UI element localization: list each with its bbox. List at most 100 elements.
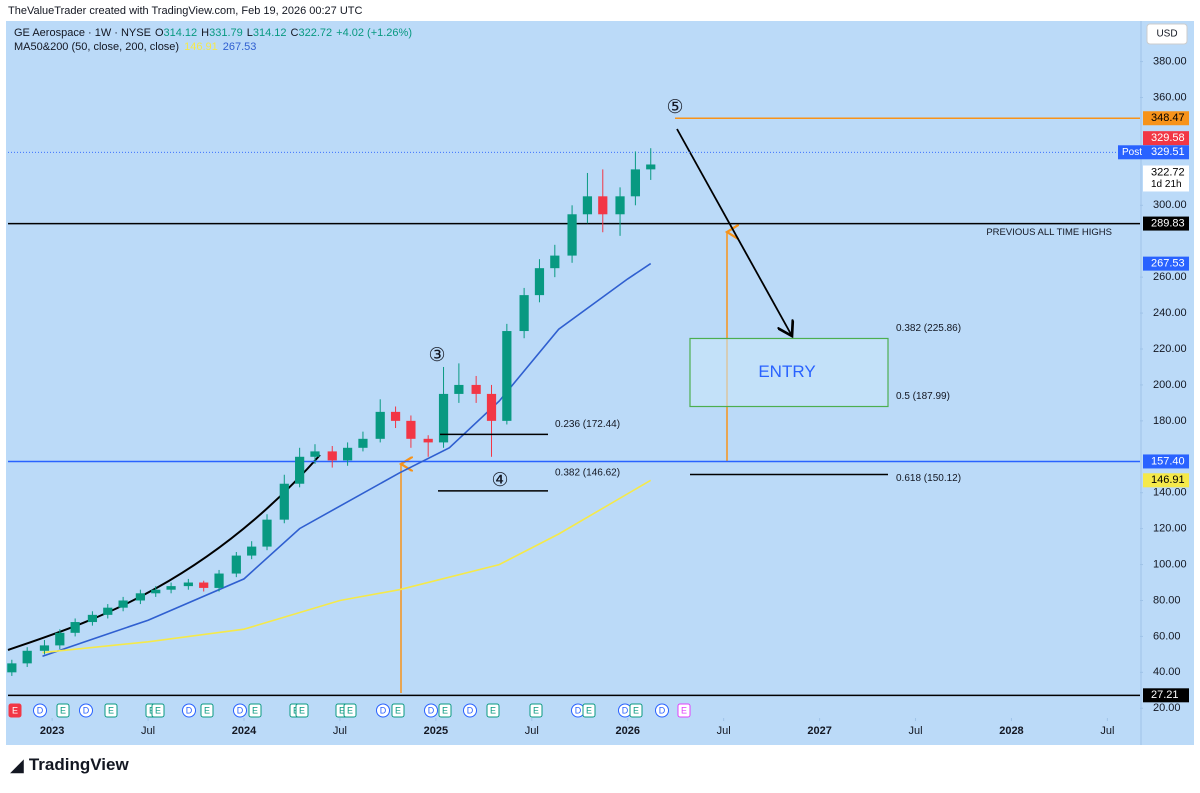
candle-body [646,164,656,170]
entry-label: ENTRY [758,362,815,381]
fib-label: 0.5 (187.99) [896,391,950,402]
price-badge-label: 27.21 [1151,689,1179,701]
candle-body [615,196,625,215]
x-tick-label: Jul [908,725,922,737]
event-label: E [347,705,353,715]
price-badge-label: 267.53 [1151,258,1185,270]
event-label: E [681,705,687,715]
event-marker [248,703,262,718]
event-label: D [37,705,44,715]
candle-body [231,555,241,574]
price-badge [1143,473,1189,488]
event-label: D [380,705,387,715]
event-label: D [622,705,629,715]
event-label: E [12,705,18,715]
event-label: E [395,705,401,715]
x-tick-label: Jul [717,725,731,737]
price-badge-label: 322.72 [1151,166,1185,178]
event-marker [79,703,93,718]
candle-body [87,614,98,623]
y-tick-label: 60.00 [1153,630,1181,642]
candle-body [118,600,128,608]
candle-body [582,196,593,215]
y-tick-label: 360.00 [1153,91,1187,103]
price-badge-label: 329.58 [1151,132,1185,144]
candle-body [406,420,416,439]
ohlc-value: 331.79 [209,27,243,39]
event-label: E [586,705,592,715]
fib-label: 0.382 (225.86) [896,323,961,334]
fib-label: 0.236 (172.44) [555,419,620,430]
ohlc-value: 314.12 [253,27,287,39]
x-tick-label: 2024 [232,725,257,737]
event-label: D [237,705,244,715]
event-label: E [252,705,258,715]
candle-body [310,451,320,457]
candle-body [214,573,224,588]
event-label: D [83,705,90,715]
event-label: D [575,705,582,715]
legend: GE Aerospace · 1W · NYSE O314.12 H331.79 L3… [14,27,412,39]
price-badge [1143,256,1189,271]
candle-body [295,456,305,484]
event-label: E [533,705,539,715]
y-tick-label: 220.00 [1153,343,1187,355]
event-label: D [428,705,435,715]
candle-body [342,447,353,461]
price-badge [1143,111,1189,126]
x-tick-label: 2028 [999,725,1023,737]
candle-body [103,607,113,615]
candle-body [471,384,481,394]
event-label: E [633,705,639,715]
ohlc-value: 314.12 [164,27,198,39]
event-marker [438,703,452,718]
ma-line [42,479,652,654]
currency: USD [1156,29,1177,40]
wave-label: ④ [491,470,508,491]
plot-background [6,21,1194,745]
candle-body [390,411,401,421]
legend: MA50&200 (50, close, 200, close) 146.91 26… [14,41,256,53]
candle-body [534,268,545,296]
x-tick-label: Jul [1100,725,1114,737]
candle-body [166,586,176,590]
event-marker [151,703,165,718]
y-tick-label: 200.00 [1153,379,1187,391]
y-tick-label: 40.00 [1153,666,1181,678]
candle-body [519,295,529,332]
event-marker [424,703,438,718]
currency-button[interactable] [1146,23,1188,45]
candle-body [423,438,433,443]
candle-body [39,645,50,651]
event-label: E [339,705,345,715]
event-label: E [60,705,66,715]
candle-body [438,393,449,443]
price-line-note: PREVIOUS ALL TIME HIGHS [986,227,1112,238]
indicator-value: 267.53 [223,41,257,53]
event-marker [376,703,390,718]
ohlc-label: C [291,27,299,39]
y-tick-label: 100.00 [1153,558,1187,570]
price-badge-label: 157.40 [1151,455,1185,467]
change: +4.02 (+1.26%) [336,27,412,39]
y-tick-label: 380.00 [1153,56,1187,68]
entry-box [689,337,889,408]
ohlc-label: O [155,27,164,39]
candle-body [567,214,577,256]
event-marker [629,703,643,718]
event-label: D [186,705,193,715]
header: TheValueTrader created with TradingView.… [8,5,362,17]
candle-body [247,546,257,556]
y-tick-label: 180.00 [1153,415,1187,427]
fib-label: 0.618 (150.12) [896,473,961,484]
price-badge-label: 329.51 [1151,146,1185,158]
candle-body [22,650,32,664]
candle-body [375,411,385,439]
event-marker [655,703,669,718]
y-tick-label: 20.00 [1153,702,1181,714]
ohlc-label: L [247,27,253,39]
y-tick-label: 300.00 [1153,199,1187,211]
x-tick-label: Jul [333,725,347,737]
